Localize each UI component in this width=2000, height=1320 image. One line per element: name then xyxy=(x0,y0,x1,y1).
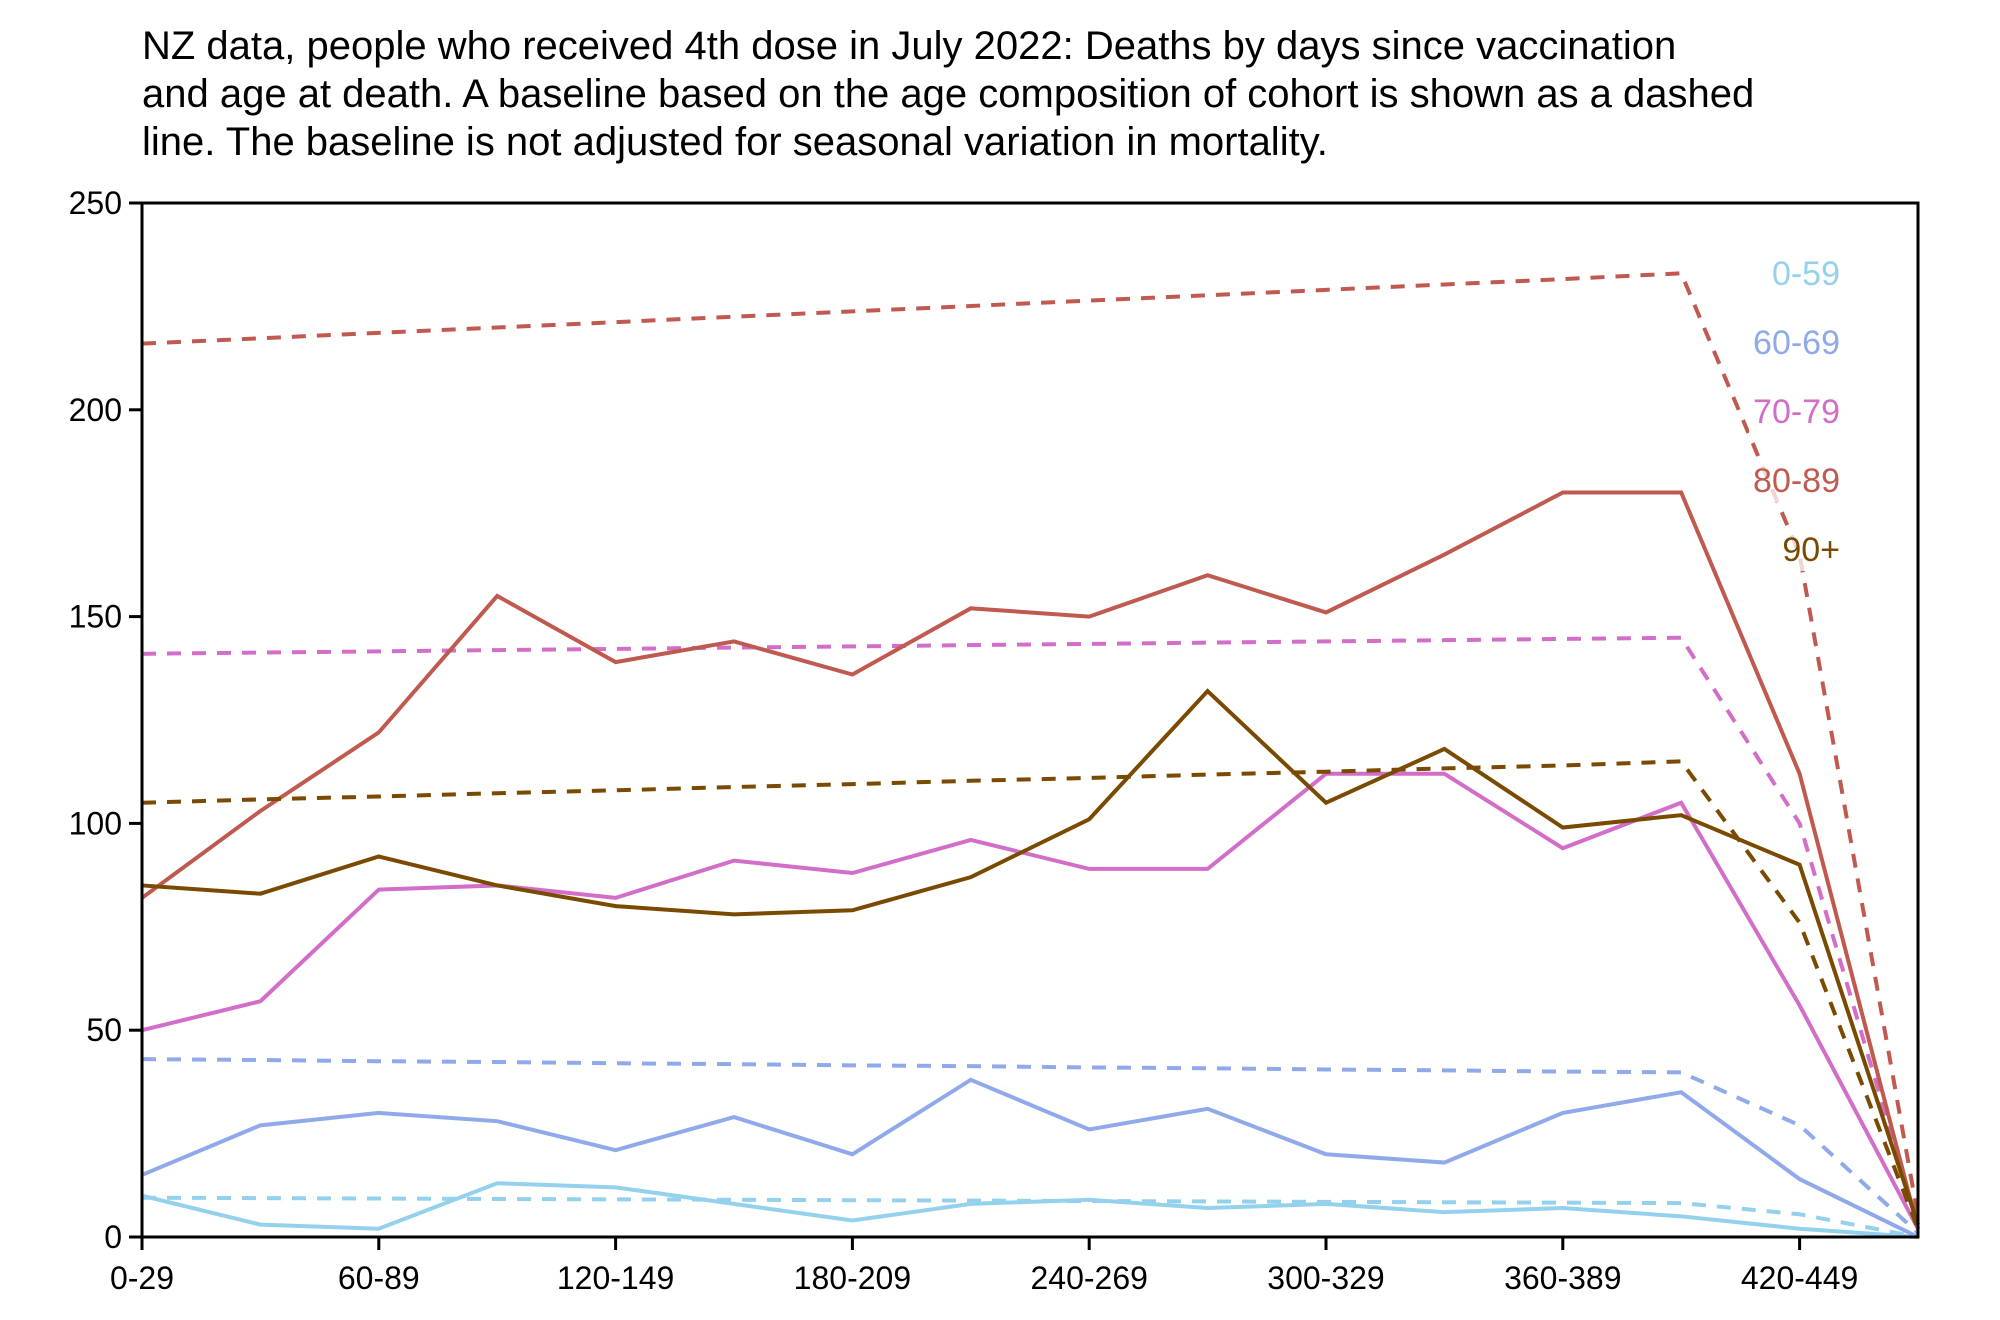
series-line-70-79 xyxy=(141,771,1920,1230)
y-tick-label: 100 xyxy=(69,805,122,841)
title-line-3: line. The baseline is not adjusted for s… xyxy=(142,120,1328,164)
x-tick-label: 300-329 xyxy=(1267,1260,1384,1296)
x-tick-label: 420-449 xyxy=(1741,1260,1858,1296)
legend-label-60-69: 60-69 xyxy=(1753,324,1840,362)
baseline-line-70-79 xyxy=(141,635,1920,1226)
legend-label-80-89: 80-89 xyxy=(1753,462,1840,500)
legend-label-90plus: 90+ xyxy=(1782,531,1840,569)
y-tick-label: 200 xyxy=(69,392,122,428)
y-tick-label: 50 xyxy=(86,1012,122,1048)
title-line-2: and age at death. A baseline based on th… xyxy=(142,72,1755,116)
plot-frame xyxy=(140,201,1920,1239)
baseline-line-90plus xyxy=(141,759,1920,1230)
title-line-1: NZ data, people who received 4th dose in… xyxy=(142,24,1677,68)
x-tick-label: 0-29 xyxy=(110,1260,174,1296)
x-tick-label: 360-389 xyxy=(1504,1260,1621,1296)
y-tick-label: 0 xyxy=(104,1219,122,1255)
series-line-90plus xyxy=(141,688,1920,1226)
series-layer xyxy=(140,271,1920,1239)
legend-label-background xyxy=(1749,460,1844,502)
chart-title: NZ data, people who received 4th dose in… xyxy=(142,22,1962,166)
x-tick-label: 60-89 xyxy=(338,1260,420,1296)
y-tick-label: 250 xyxy=(69,185,122,221)
legend-label-0-59: 0-59 xyxy=(1772,255,1840,293)
legend-label-background xyxy=(1778,529,1844,571)
legend: 0-59 60-69 70-79 80-89 90+ xyxy=(1749,253,1844,571)
legend-label-70-79: 70-79 xyxy=(1753,393,1840,431)
x-tick-label: 180-209 xyxy=(794,1260,911,1296)
series-line-80-89 xyxy=(140,490,1920,1230)
legend-label-background xyxy=(1749,391,1844,433)
series-line-0-59 xyxy=(141,1181,1919,1239)
legend-label-background xyxy=(1749,322,1844,364)
baseline-line-80-89 xyxy=(141,271,1920,1217)
baseline-line-60-69 xyxy=(141,1057,1920,1235)
y-tick-label: 150 xyxy=(69,599,122,635)
legend-label-background xyxy=(1767,253,1844,295)
x-tick-label: 240-269 xyxy=(1030,1260,1147,1296)
axes: 0 50 100 150 200 250 0-29 60-89 120-149 180-209 24… xyxy=(69,185,1859,1296)
x-tick-label: 120-149 xyxy=(557,1260,674,1296)
series-line-60-69 xyxy=(141,1077,1919,1239)
